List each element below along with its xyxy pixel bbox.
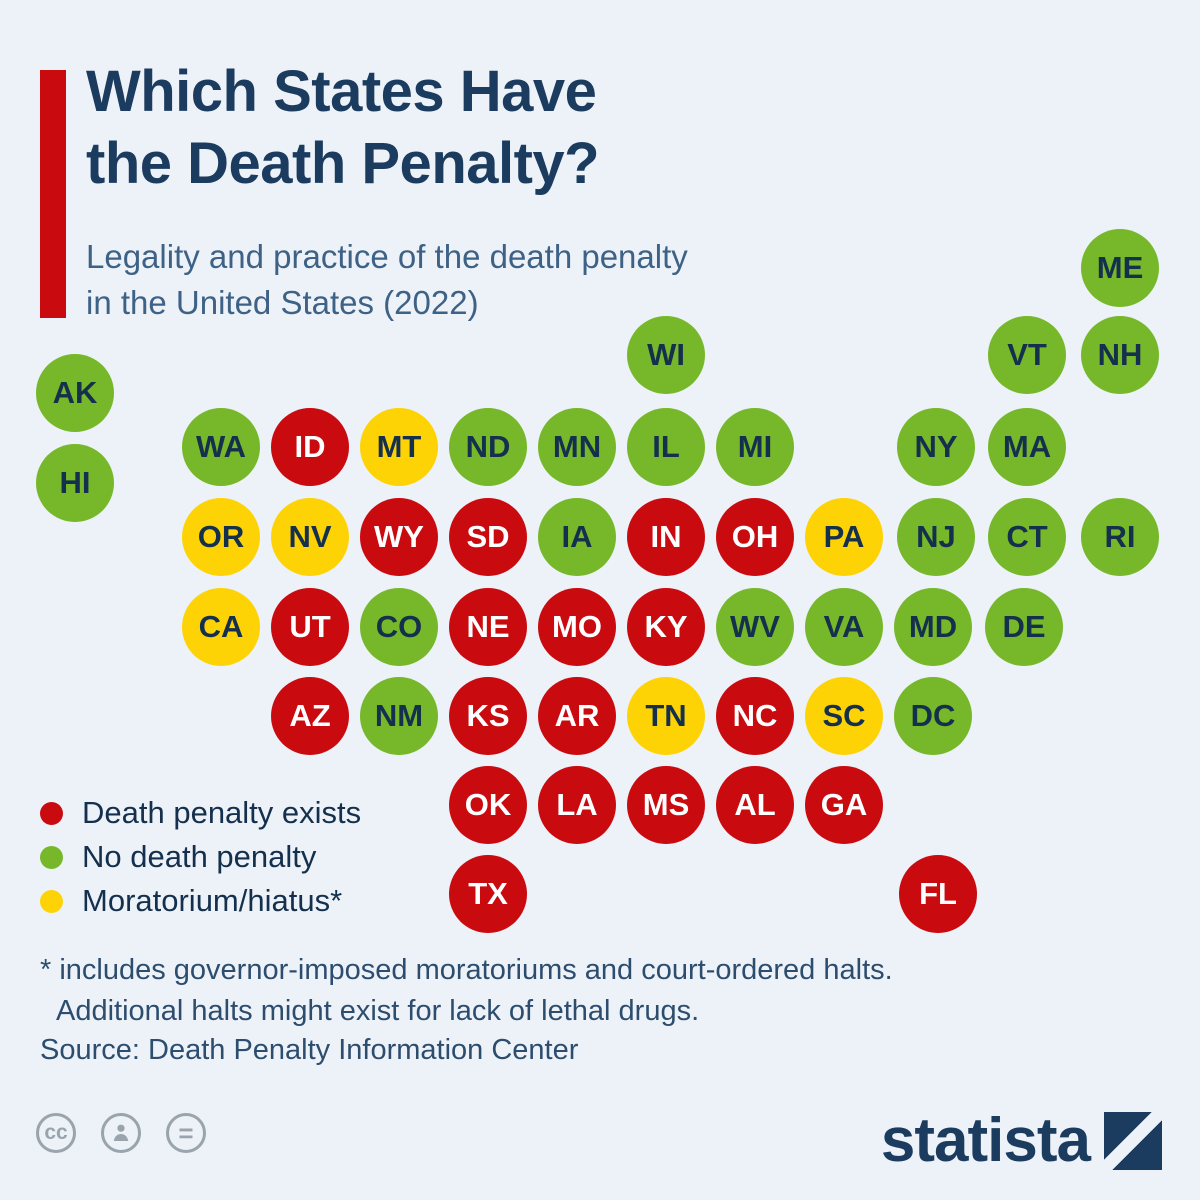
state-tile-tx: TX xyxy=(449,855,527,933)
state-tile-ms: MS xyxy=(627,766,705,844)
legend-dot-moratorium xyxy=(40,889,63,913)
state-tile-ma: MA xyxy=(988,408,1066,486)
state-tile-ri: RI xyxy=(1081,498,1159,576)
statista-branding: statista xyxy=(880,1106,1162,1175)
legend-item-moratorium: Moratorium/hiatus* xyxy=(40,879,361,923)
state-tile-ar: AR xyxy=(538,677,616,755)
state-tile-ky: KY xyxy=(627,588,705,666)
legend-dot-exists xyxy=(40,801,63,825)
state-tile-md: MD xyxy=(894,588,972,666)
state-tile-fl: FL xyxy=(899,855,977,933)
state-tile-sc: SC xyxy=(805,677,883,755)
state-tile-il: IL xyxy=(627,408,705,486)
state-tile-nc: NC xyxy=(716,677,794,755)
footnote-line-1: * includes governor-imposed moratoriums … xyxy=(40,954,893,986)
state-tile-va: VA xyxy=(805,588,883,666)
creative-commons-icon: cc xyxy=(36,1113,76,1153)
page-title: Which States Have the Death Penalty? xyxy=(86,56,600,200)
state-tile-hi: HI xyxy=(36,444,114,522)
state-tile-al: AL xyxy=(716,766,794,844)
state-tile-co: CO xyxy=(360,588,438,666)
footnote-line-2: Additional halts might exist for lack of… xyxy=(56,995,700,1027)
title-accent-bar xyxy=(40,70,66,318)
state-tile-de: DE xyxy=(985,588,1063,666)
state-tile-ut: UT xyxy=(271,588,349,666)
state-tile-nd: ND xyxy=(449,408,527,486)
state-tile-ca: CA xyxy=(182,588,260,666)
source-line: Source: Death Penalty Information Center xyxy=(40,1034,579,1066)
footnote: * includes governor-imposed moratoriums … xyxy=(40,950,893,1032)
state-tile-nj: NJ xyxy=(897,498,975,576)
legend-dot-none xyxy=(40,845,63,869)
state-tile-nh: NH xyxy=(1081,316,1159,394)
legend-item-exists: Death penalty exists xyxy=(40,791,361,835)
page-title-line-2: the Death Penalty? xyxy=(86,131,600,196)
legend-item-none: No death penalty xyxy=(40,835,361,879)
state-tile-mo: MO xyxy=(538,588,616,666)
state-tile-la: LA xyxy=(538,766,616,844)
state-tile-ga: GA xyxy=(805,766,883,844)
legend-label-moratorium: Moratorium/hiatus* xyxy=(82,883,343,918)
state-tile-dc: DC xyxy=(894,677,972,755)
person-glyph xyxy=(113,1124,129,1141)
state-tile-wa: WA xyxy=(182,408,260,486)
state-tile-ia: IA xyxy=(538,498,616,576)
page-title-line-1: Which States Have xyxy=(86,59,597,124)
state-tile-or: OR xyxy=(182,498,260,576)
state-tile-mi: MI xyxy=(716,408,794,486)
legend-label-exists: Death penalty exists xyxy=(82,795,362,830)
state-tile-nm: NM xyxy=(360,677,438,755)
subtitle: Legality and practice of the death penal… xyxy=(86,234,688,326)
state-tile-ny: NY xyxy=(897,408,975,486)
state-tile-sd: SD xyxy=(449,498,527,576)
state-tile-nv: NV xyxy=(271,498,349,576)
state-tile-mt: MT xyxy=(360,408,438,486)
state-tile-ks: KS xyxy=(449,677,527,755)
state-tile-ne: NE xyxy=(449,588,527,666)
state-tile-in: IN xyxy=(627,498,705,576)
equals-icon: = xyxy=(166,1113,206,1153)
legend-label-none: No death penalty xyxy=(82,839,317,874)
state-tile-id: ID xyxy=(271,408,349,486)
statista-wordmark: statista xyxy=(880,1106,1091,1175)
state-tile-wi: WI xyxy=(627,316,705,394)
person-attribution-icon xyxy=(101,1113,141,1153)
state-tile-mn: MN xyxy=(538,408,616,486)
state-tile-wv: WV xyxy=(716,588,794,666)
state-tile-oh: OH xyxy=(716,498,794,576)
state-tile-az: AZ xyxy=(271,677,349,755)
license-badges: cc = xyxy=(36,1113,206,1153)
state-tile-me: ME xyxy=(1081,229,1159,307)
state-tile-wy: WY xyxy=(360,498,438,576)
state-tile-pa: PA xyxy=(805,498,883,576)
state-tile-ak: AK xyxy=(36,354,114,432)
state-tile-vt: VT xyxy=(988,316,1066,394)
state-tile-ok: OK xyxy=(449,766,527,844)
state-tile-tn: TN xyxy=(627,677,705,755)
subtitle-line-2: in the United States (2022) xyxy=(86,284,479,321)
state-tile-ct: CT xyxy=(988,498,1066,576)
equals-label: = xyxy=(178,1117,194,1148)
subtitle-line-1: Legality and practice of the death penal… xyxy=(86,238,688,275)
legend: Death penalty exists No death penalty Mora… xyxy=(40,791,361,923)
statista-logo-icon xyxy=(1104,1112,1162,1170)
cc-label: cc xyxy=(44,1121,68,1144)
